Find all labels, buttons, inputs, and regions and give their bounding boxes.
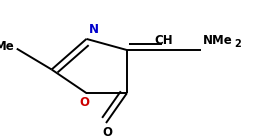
Text: O: O — [80, 96, 90, 109]
Text: Me: Me — [0, 40, 15, 53]
Text: N: N — [88, 23, 98, 36]
Text: CH: CH — [154, 34, 173, 47]
Text: O: O — [102, 126, 112, 139]
Text: 2: 2 — [235, 39, 241, 49]
Text: NMe: NMe — [203, 34, 233, 47]
